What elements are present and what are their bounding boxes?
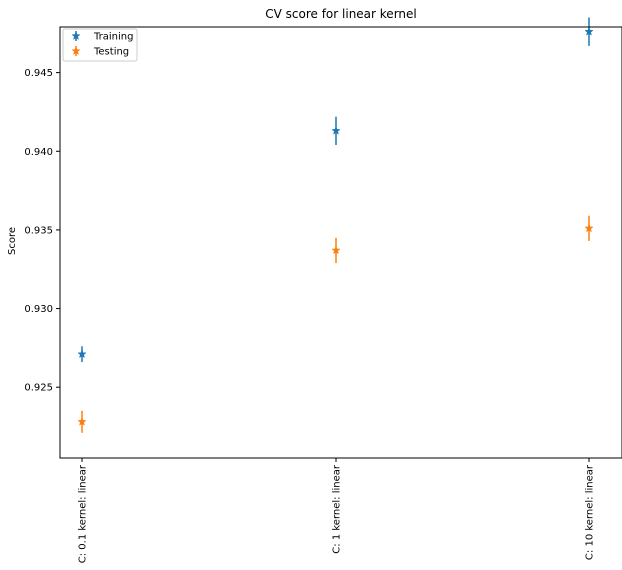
data-point-training <box>331 125 341 135</box>
data-point-testing <box>77 416 87 426</box>
x-tick-label: C: 1 kernel: linear <box>332 464 343 554</box>
data-point-training <box>77 349 87 359</box>
legend: Training Testing <box>62 28 138 62</box>
y-axis-ticks: 0.925 0.930 0.935 0.940 0.945 <box>24 68 60 394</box>
x-tick-label: C: 0.1 kernel: linear <box>78 464 89 563</box>
data-point-training <box>584 26 594 36</box>
y-tick-label: 0.935 <box>24 225 53 236</box>
data-point-testing <box>331 245 341 255</box>
legend-label-testing: Testing <box>93 47 129 58</box>
chart-title: CV score for linear kernel <box>265 7 416 21</box>
y-tick-label: 0.940 <box>24 147 53 158</box>
plot-frame <box>59 26 622 459</box>
y-tick-label: 0.945 <box>24 68 53 79</box>
y-axis-label: Score <box>7 227 18 255</box>
plot-series <box>77 17 594 433</box>
x-tick-label: C: 10 kernel: linear <box>585 464 596 560</box>
legend-box <box>62 28 138 62</box>
legend-marker-training <box>71 31 81 40</box>
legend-marker-testing <box>71 46 81 55</box>
data-point-testing <box>584 223 594 233</box>
x-axis-ticks: C: 0.1 kernel: linear C: 1 kernel: linear… <box>78 458 596 563</box>
y-tick-label: 0.930 <box>24 304 53 315</box>
legend-label-training: Training <box>93 32 133 43</box>
y-tick-label: 0.925 <box>24 383 53 394</box>
